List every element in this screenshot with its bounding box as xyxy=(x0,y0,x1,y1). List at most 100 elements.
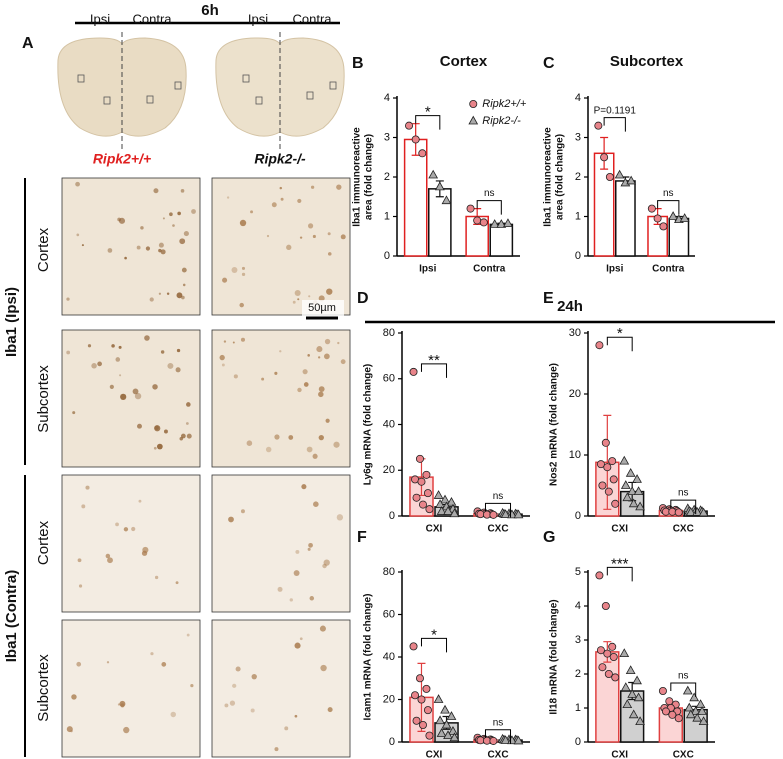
cell xyxy=(231,267,238,273)
data-point xyxy=(479,218,488,227)
group-label: Iba1 (Contra) xyxy=(3,570,20,663)
data-point xyxy=(605,172,614,181)
brain-label: Contra xyxy=(132,11,172,26)
cell xyxy=(219,354,225,361)
data-point xyxy=(609,653,618,662)
cell xyxy=(235,666,241,672)
micrograph xyxy=(61,619,201,758)
cell xyxy=(279,186,283,190)
cell xyxy=(221,363,225,367)
cell xyxy=(318,434,324,441)
cell xyxy=(131,526,136,532)
data-point xyxy=(603,463,612,472)
cell xyxy=(340,359,346,365)
cell xyxy=(274,371,278,375)
data-point xyxy=(436,728,447,737)
cell xyxy=(150,652,154,656)
cell xyxy=(107,557,113,564)
bar xyxy=(668,217,690,257)
panel-letter: G xyxy=(543,529,555,546)
y-tick-label: 5 xyxy=(575,566,581,578)
x-tick-label: Contra xyxy=(473,264,506,275)
data-point xyxy=(412,493,421,502)
y-axis-label: area (fold change) xyxy=(364,134,375,220)
x-tick-label: Contra xyxy=(652,264,685,275)
data-point xyxy=(446,711,457,720)
significance-bracket xyxy=(603,117,626,132)
data-point xyxy=(418,149,427,158)
brain-label: Ipsi xyxy=(248,11,268,26)
data-point xyxy=(601,438,610,447)
cell xyxy=(78,584,83,588)
cell xyxy=(154,425,159,431)
x-tick-label: CXC xyxy=(673,524,694,535)
cell xyxy=(222,277,228,283)
cell xyxy=(223,340,227,343)
cell xyxy=(323,559,330,566)
cell xyxy=(167,362,174,369)
cell xyxy=(137,423,142,429)
data-point xyxy=(611,499,620,508)
data-point xyxy=(608,457,617,466)
significance-bracket xyxy=(670,499,697,515)
cell xyxy=(318,386,325,393)
data-point xyxy=(609,475,618,484)
cell xyxy=(327,707,333,713)
cell xyxy=(299,637,303,641)
data-point xyxy=(633,692,644,702)
cell xyxy=(302,369,308,375)
data-point xyxy=(409,642,418,651)
cell xyxy=(170,711,177,718)
data-point xyxy=(647,204,656,213)
data-point xyxy=(604,487,613,496)
data-point xyxy=(433,490,444,499)
data-point xyxy=(692,712,703,722)
bar xyxy=(615,180,636,257)
data-point xyxy=(443,506,453,515)
cell xyxy=(308,295,311,298)
cell xyxy=(176,348,181,353)
cell xyxy=(158,292,162,295)
data-point xyxy=(685,709,696,719)
cell xyxy=(307,354,310,357)
data-point xyxy=(446,496,457,506)
data-point xyxy=(608,642,617,651)
cell xyxy=(320,664,327,672)
cell xyxy=(136,245,141,250)
cell xyxy=(327,232,331,236)
data-point xyxy=(632,474,642,483)
brain xyxy=(57,37,187,137)
data-point xyxy=(411,691,420,700)
cell xyxy=(318,391,324,398)
cell xyxy=(132,388,139,395)
data-point xyxy=(604,670,613,679)
chart-title: Subcortex xyxy=(610,53,684,70)
y-tick-label: 0 xyxy=(575,250,581,262)
cell xyxy=(111,344,115,348)
data-point xyxy=(412,716,421,725)
data-point xyxy=(600,153,609,162)
data-point xyxy=(441,195,452,205)
cell xyxy=(91,363,97,369)
cell xyxy=(77,558,82,563)
data-point xyxy=(434,181,445,191)
cell xyxy=(186,633,190,637)
cell xyxy=(307,547,311,551)
cell xyxy=(97,361,102,367)
cell xyxy=(109,384,114,389)
cell xyxy=(318,295,325,302)
cell xyxy=(289,598,293,602)
genotype-label: Ripk2+/+ xyxy=(93,151,151,167)
data-point xyxy=(423,489,432,498)
data-point xyxy=(422,684,431,693)
cell xyxy=(229,700,236,706)
data-point xyxy=(635,716,645,725)
cell xyxy=(161,662,167,667)
cell xyxy=(152,384,158,390)
cell xyxy=(274,434,280,440)
significance-bracket xyxy=(484,502,512,518)
significance-label: * xyxy=(431,626,437,643)
micrographs: 50µm xyxy=(61,177,351,758)
data-point xyxy=(668,211,678,220)
panel-letter: D xyxy=(357,290,369,307)
